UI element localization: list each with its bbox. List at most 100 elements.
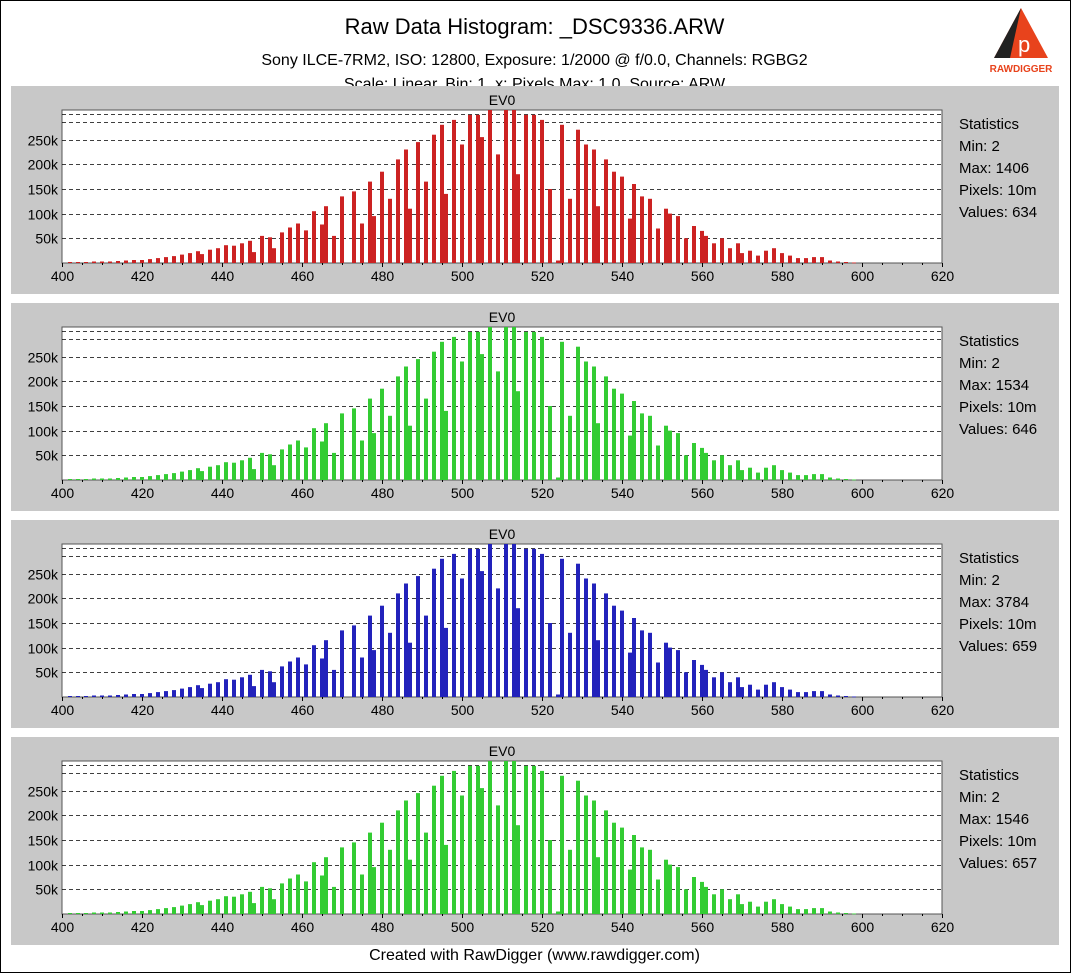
stat-min: Min: 2	[959, 355, 1000, 372]
histogram-bar	[712, 677, 716, 697]
histogram-bar	[692, 226, 696, 263]
histogram-bar	[596, 857, 600, 914]
histogram-bar	[516, 174, 520, 263]
histogram-bar	[268, 888, 272, 914]
histogram-bar	[224, 896, 228, 914]
histogram-bar	[296, 874, 300, 914]
panel-title: EV0	[489, 526, 516, 542]
histogram-bar	[208, 900, 212, 914]
histogram-bar	[352, 842, 356, 914]
histogram-bar	[476, 765, 480, 914]
histogram-bar	[248, 457, 252, 480]
histogram-bar	[540, 553, 544, 697]
histogram-bar	[388, 849, 392, 914]
histogram-bar	[296, 657, 300, 697]
bar-group	[68, 110, 856, 264]
chart-subtitle: Sony ILCE-7RM2, ISO: 12800, Exposure: 1/…	[261, 52, 808, 69]
histogram-bar	[180, 471, 184, 480]
x-tick-label: 400	[51, 919, 75, 935]
histogram-bar	[836, 912, 840, 914]
histogram-bar	[296, 440, 300, 480]
histogram-bar	[388, 415, 392, 480]
bar-group	[68, 544, 856, 698]
histogram-bar	[232, 896, 236, 914]
histogram-bar	[576, 346, 580, 480]
x-tick-label: 580	[771, 268, 795, 284]
histogram-bar	[432, 134, 436, 263]
histogram-bar	[232, 679, 236, 697]
histogram-bar	[108, 912, 112, 914]
histogram-bar	[756, 689, 760, 697]
histogram-bar	[556, 694, 560, 697]
histogram-bar	[304, 447, 308, 480]
histogram-bar	[320, 658, 324, 697]
y-tick-label: 50k	[35, 231, 59, 247]
histogram-bar	[640, 630, 644, 697]
histogram-bar	[560, 558, 564, 697]
x-tick-label: 420	[131, 485, 155, 501]
x-tick-label: 460	[291, 268, 315, 284]
histogram-bar	[188, 904, 192, 914]
histogram-bar	[812, 257, 816, 263]
histogram-bar	[196, 251, 200, 263]
svg-text:p: p	[1018, 32, 1030, 57]
histogram-bar	[140, 694, 144, 697]
x-tick-label: 560	[691, 919, 715, 935]
histogram-bar	[692, 443, 696, 480]
histogram-bar	[404, 149, 408, 263]
histogram-bar	[460, 795, 464, 914]
histogram-bar	[272, 682, 276, 697]
histogram-bar	[540, 770, 544, 914]
histogram-bar	[188, 253, 192, 263]
histogram-bar	[756, 472, 760, 480]
histogram-bar	[684, 889, 688, 914]
x-tick-label: 400	[51, 268, 75, 284]
histogram-bar	[476, 114, 480, 264]
histogram-bar	[452, 336, 456, 480]
histogram-bar	[700, 664, 704, 697]
histogram-bar	[180, 688, 184, 697]
histogram-bar	[684, 455, 688, 480]
histogram-bar	[372, 216, 376, 263]
histogram-bar	[432, 568, 436, 697]
histogram-bar	[576, 780, 580, 914]
histogram-bar	[268, 237, 272, 263]
stat-min: Min: 2	[959, 789, 1000, 806]
histogram-bar	[728, 899, 732, 914]
histogram-bar	[612, 171, 616, 263]
histogram-bar	[408, 425, 412, 480]
stat-pixels: Pixels: 10m	[959, 182, 1037, 199]
histogram-bar	[156, 692, 160, 697]
histogram-bar	[804, 692, 808, 697]
histogram-bar	[844, 696, 848, 697]
histogram-bar	[568, 632, 572, 697]
x-tick-label: 460	[291, 702, 315, 718]
histogram-bar	[476, 331, 480, 480]
histogram-bar	[368, 615, 372, 697]
histogram-bar	[844, 262, 848, 263]
histogram-bar	[396, 593, 400, 697]
histogram-bar	[764, 684, 768, 697]
histogram-bar	[280, 232, 284, 263]
histogram-bar	[504, 327, 508, 480]
rawdigger-logo: p RAWDIGGER	[988, 6, 1054, 76]
histogram-bar	[780, 470, 784, 480]
x-tick-label: 420	[131, 702, 155, 718]
histogram-bar	[396, 159, 400, 263]
histogram-bar	[248, 240, 252, 263]
plot-area	[61, 326, 943, 481]
histogram-bar	[592, 366, 596, 480]
histogram-bar	[488, 544, 492, 697]
histogram-bar	[312, 862, 316, 914]
histogram-bar	[828, 911, 832, 914]
histogram-bar	[332, 235, 336, 263]
histogram-bar	[208, 249, 212, 263]
panel-title: EV0	[489, 743, 516, 759]
histogram-bar	[828, 694, 832, 697]
svg-text:RAWDIGGER: RAWDIGGER	[990, 64, 1054, 75]
histogram-bar	[668, 647, 672, 697]
footer-credit: Created with RawDigger (www.rawdigger.co…	[369, 947, 700, 964]
histogram-bar	[532, 114, 536, 264]
panel-title: EV0	[489, 92, 516, 108]
histogram-bar	[488, 761, 492, 914]
